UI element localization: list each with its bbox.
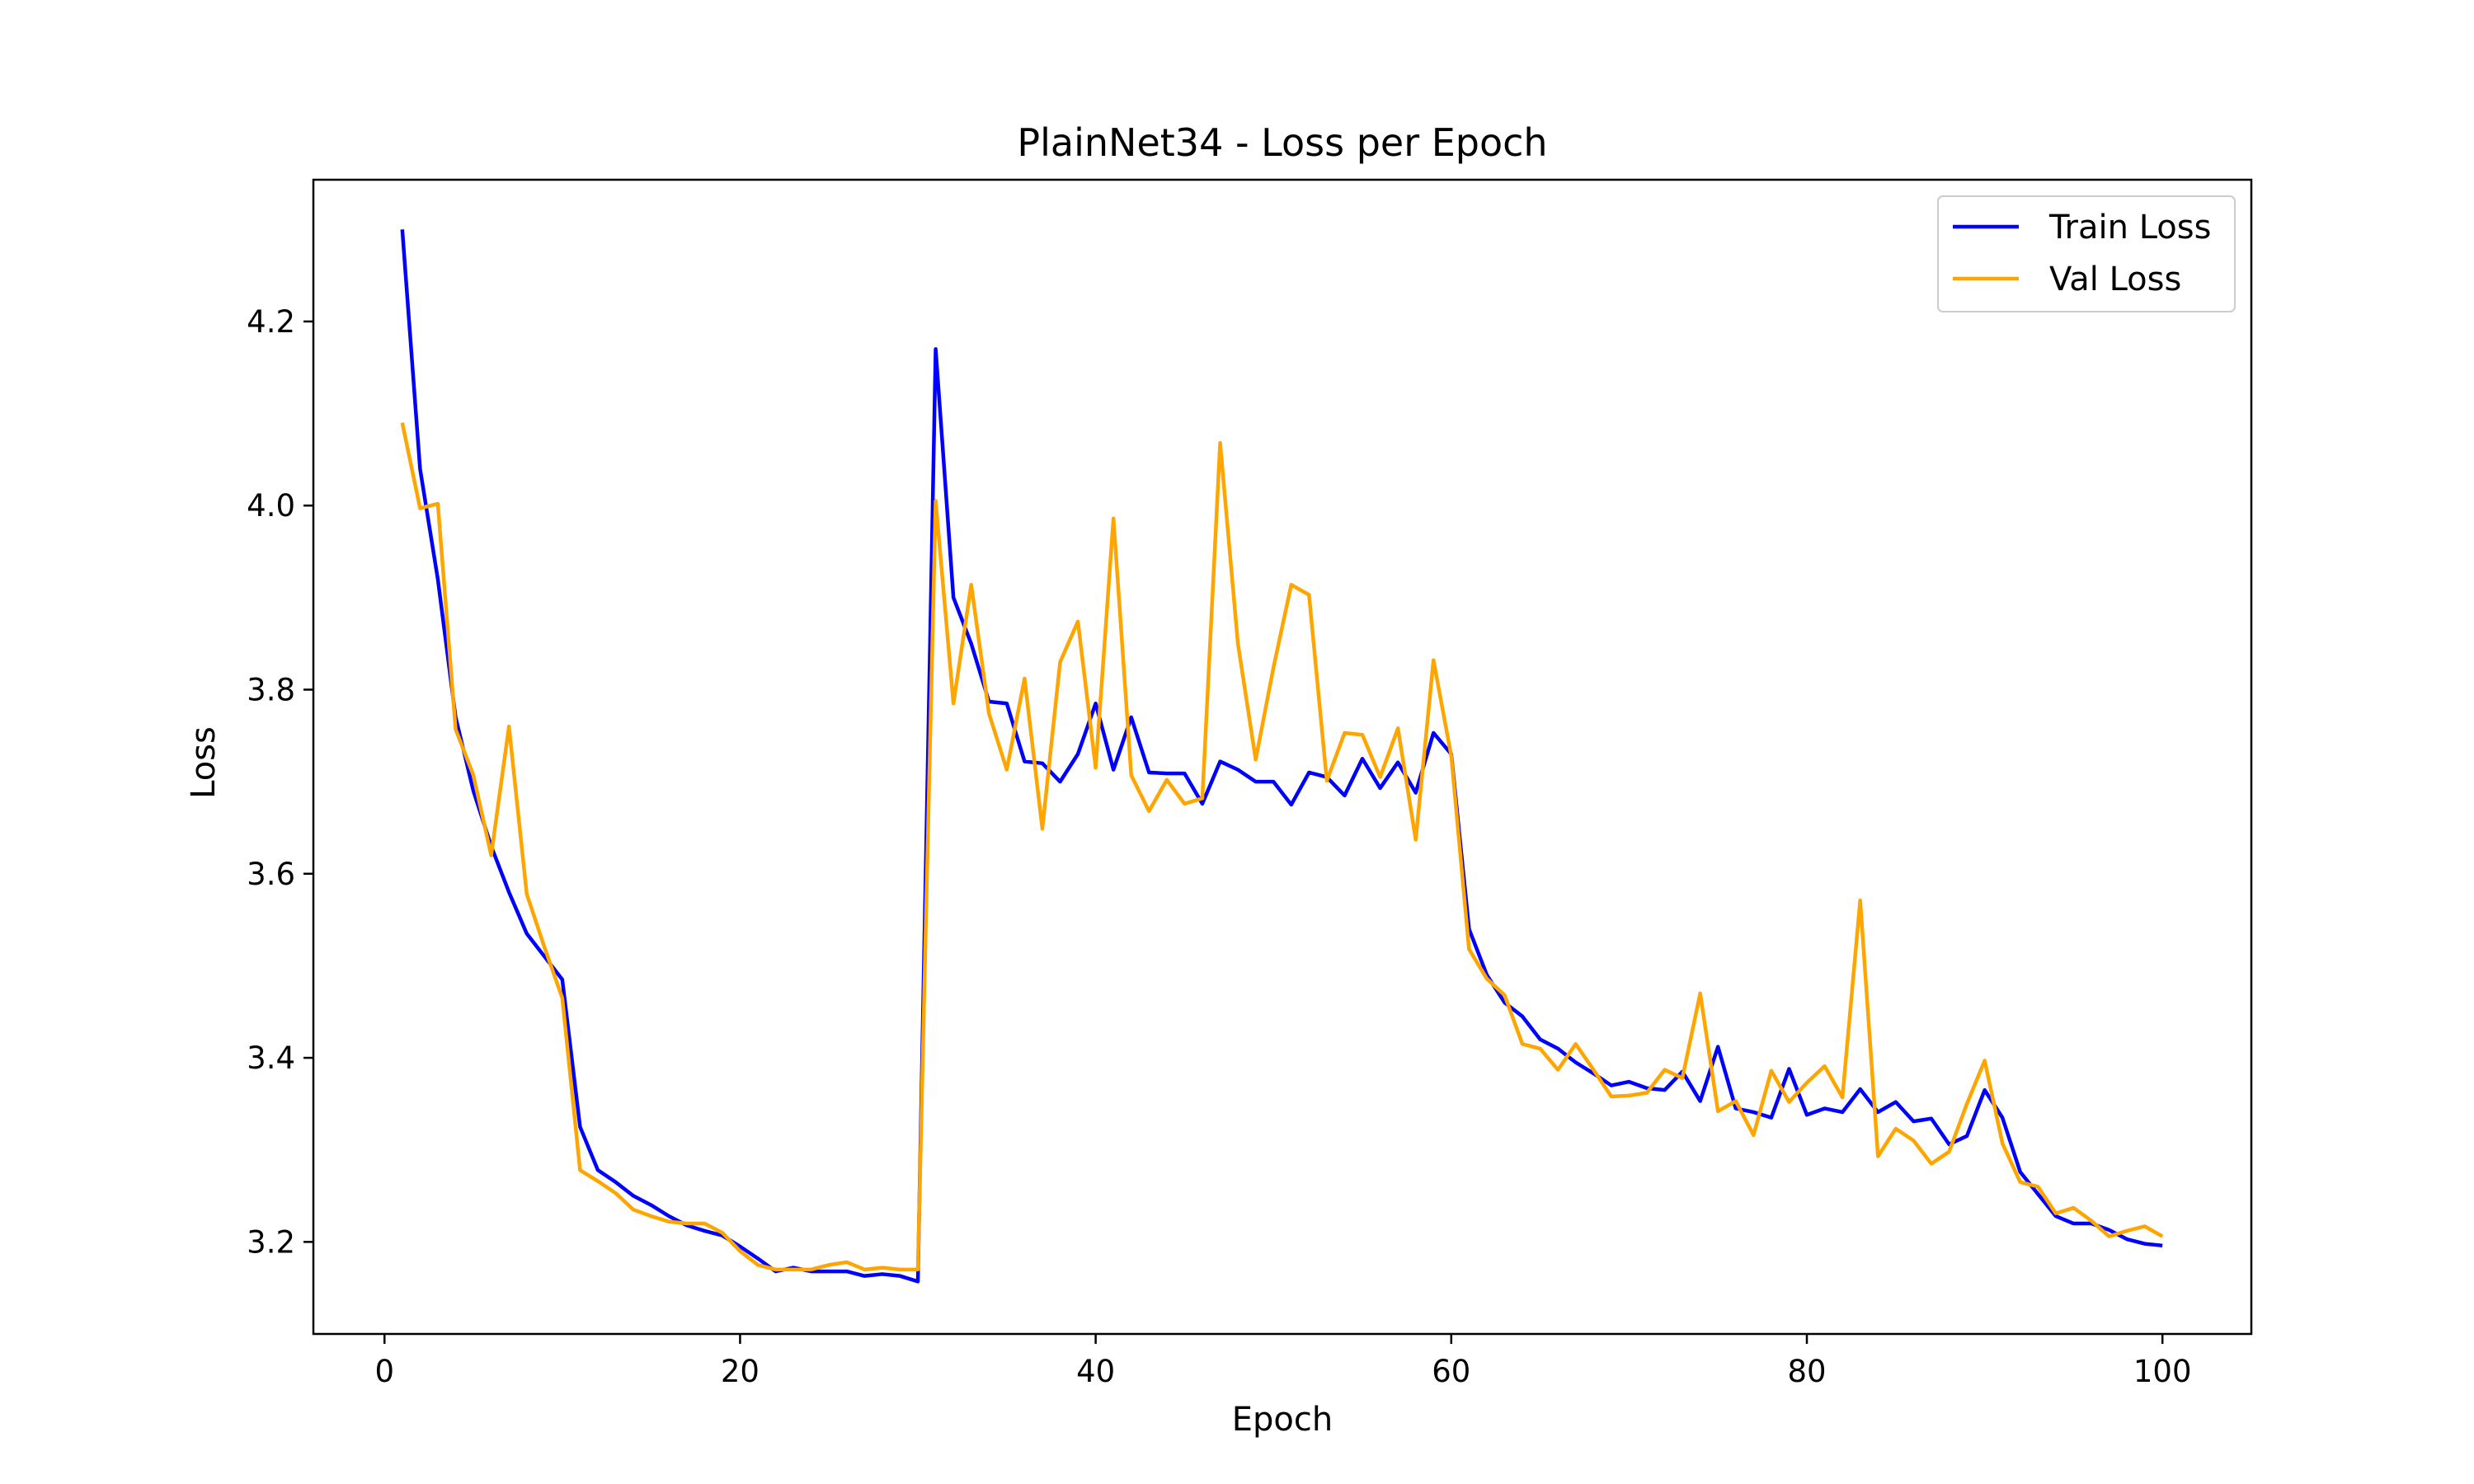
x-tick-label: 80 bbox=[1787, 1354, 1826, 1389]
legend: Train Loss Val Loss bbox=[1937, 195, 2236, 312]
series-line-train-loss bbox=[400, 229, 2163, 1284]
y-tick-label: 3.4 bbox=[247, 1040, 295, 1076]
x-axis: 0 20 40 60 80 100 bbox=[374, 1334, 2192, 1389]
x-axis-label: Epoch bbox=[1232, 1401, 1333, 1439]
plot-frame bbox=[312, 178, 2253, 1336]
x-tick-label: 20 bbox=[721, 1354, 760, 1389]
y-axis-label: Loss bbox=[185, 726, 223, 799]
x-tick-label: 0 bbox=[374, 1354, 394, 1389]
x-tick-label: 100 bbox=[2133, 1354, 2192, 1389]
y-tick-label: 3.6 bbox=[247, 857, 295, 892]
y-tick-label: 4.2 bbox=[247, 304, 295, 340]
y-tick-label: 3.8 bbox=[247, 673, 295, 708]
x-tick-label: 60 bbox=[1432, 1354, 1470, 1389]
series-line-val-loss bbox=[400, 422, 2164, 1272]
y-tick-label: 4.0 bbox=[247, 488, 295, 524]
x-tick-label: 40 bbox=[1076, 1354, 1115, 1389]
plot-lines bbox=[400, 229, 2164, 1284]
chart-title: PlainNet34 - Loss per Epoch bbox=[1017, 120, 1547, 165]
y-tick-label: 3.2 bbox=[247, 1224, 295, 1260]
legend-label-train: Train Loss bbox=[2048, 209, 2211, 247]
legend-label-val: Val Loss bbox=[2049, 261, 2181, 298]
y-axis: 3.2 3.4 3.6 3.8 4.0 4.2 bbox=[247, 304, 313, 1260]
